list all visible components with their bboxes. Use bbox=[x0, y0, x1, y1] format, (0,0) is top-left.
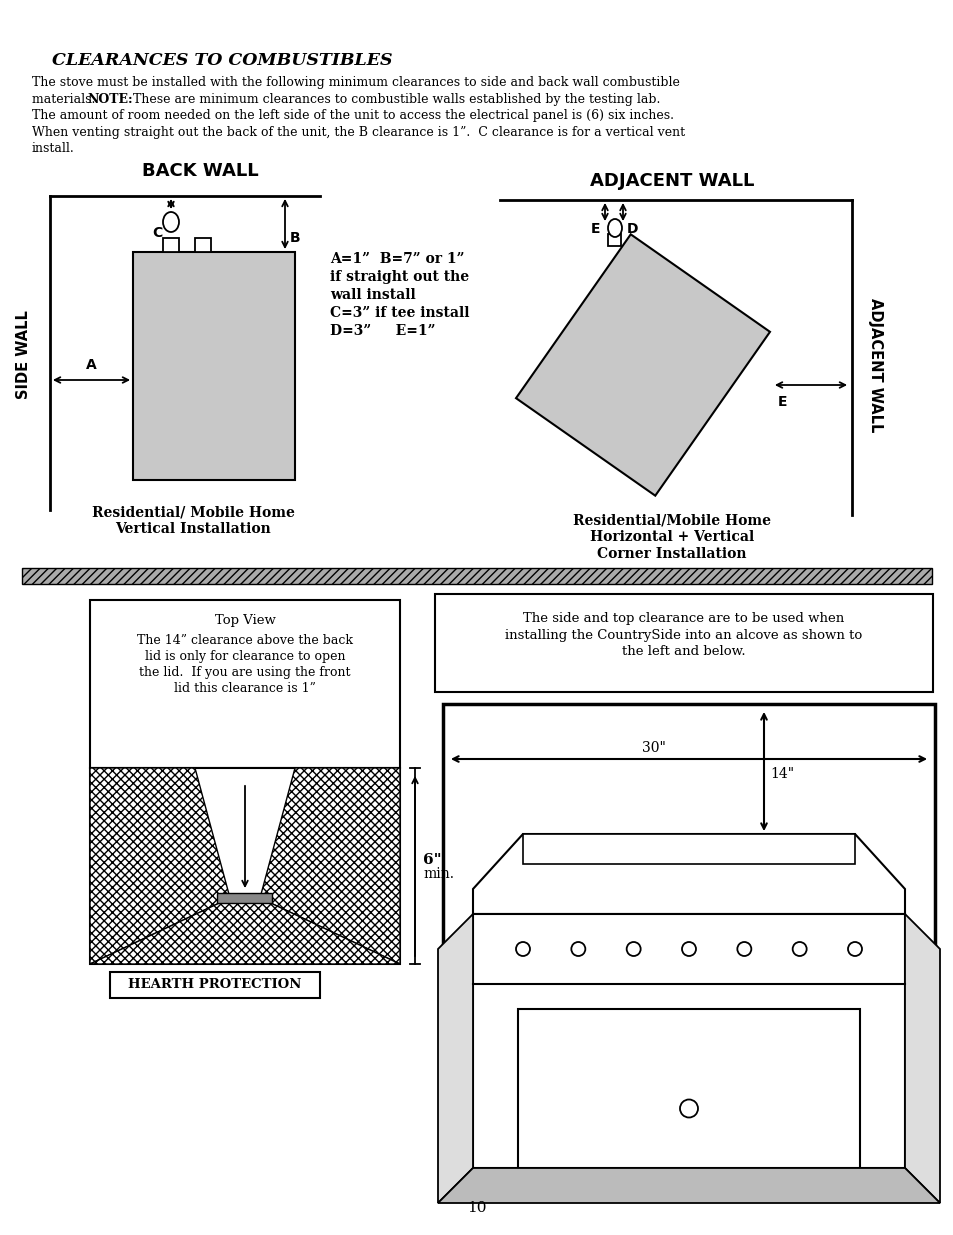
Bar bbox=[473, 914, 904, 1168]
Bar bbox=[522, 834, 854, 864]
Circle shape bbox=[516, 942, 530, 956]
Ellipse shape bbox=[607, 219, 621, 237]
Circle shape bbox=[679, 1099, 698, 1118]
Polygon shape bbox=[260, 768, 399, 965]
Text: Top View: Top View bbox=[214, 614, 275, 627]
Text: Vertical Installation: Vertical Installation bbox=[115, 522, 271, 536]
Text: Residential/ Mobile Home: Residential/ Mobile Home bbox=[91, 505, 294, 519]
Text: ADJACENT WALL: ADJACENT WALL bbox=[589, 172, 754, 190]
Text: ADJACENT WALL: ADJACENT WALL bbox=[867, 298, 882, 432]
Text: A: A bbox=[86, 358, 97, 372]
Text: E: E bbox=[590, 222, 599, 236]
Circle shape bbox=[792, 942, 806, 956]
Bar bbox=[194, 238, 211, 252]
Bar bbox=[132, 252, 294, 480]
Text: 10: 10 bbox=[467, 1200, 486, 1215]
Bar bbox=[442, 704, 934, 1198]
Bar bbox=[607, 233, 620, 246]
Text: min.: min. bbox=[422, 867, 454, 881]
Circle shape bbox=[571, 942, 585, 956]
Text: lid this clearance is 1”: lid this clearance is 1” bbox=[173, 682, 315, 695]
Text: the lid.  If you are using the front: the lid. If you are using the front bbox=[139, 666, 351, 679]
Text: The amount of room needed on the left side of the unit to access the electrical : The amount of room needed on the left si… bbox=[32, 109, 673, 122]
Text: D=3”     E=1”: D=3” E=1” bbox=[330, 324, 435, 338]
Bar bbox=[90, 600, 399, 768]
Circle shape bbox=[681, 942, 696, 956]
Text: C: C bbox=[152, 226, 163, 240]
Text: These are minimum clearances to combustible walls established by the testing lab: These are minimum clearances to combusti… bbox=[125, 93, 659, 105]
Text: A=1”  B=7” or 1”: A=1” B=7” or 1” bbox=[330, 252, 464, 266]
Text: install.: install. bbox=[32, 142, 74, 156]
Ellipse shape bbox=[163, 212, 179, 232]
Text: D: D bbox=[626, 222, 638, 236]
Bar bbox=[90, 768, 399, 965]
Text: C=3” if tee install: C=3” if tee install bbox=[330, 306, 469, 320]
Text: E: E bbox=[777, 395, 786, 409]
Text: CLEARANCES TO COMBUSTIBLES: CLEARANCES TO COMBUSTIBLES bbox=[52, 52, 392, 69]
Text: installing the CountrySide into an alcove as shown to: installing the CountrySide into an alcov… bbox=[505, 629, 862, 641]
Text: 14": 14" bbox=[769, 767, 793, 781]
Text: B: B bbox=[290, 231, 300, 245]
Circle shape bbox=[847, 942, 862, 956]
Text: The stove must be installed with the following minimum clearances to side and ba: The stove must be installed with the fol… bbox=[32, 77, 679, 89]
Bar bbox=[435, 594, 932, 692]
Text: SIDE WALL: SIDE WALL bbox=[16, 310, 31, 399]
Text: BACK WALL: BACK WALL bbox=[142, 162, 258, 180]
Text: lid is only for clearance to open: lid is only for clearance to open bbox=[145, 650, 345, 663]
Text: The 14” clearance above the back: The 14” clearance above the back bbox=[137, 634, 353, 647]
Text: HEARTH PROTECTION: HEARTH PROTECTION bbox=[128, 978, 301, 992]
Text: When venting straight out the back of the unit, the B clearance is 1”.  C cleara: When venting straight out the back of th… bbox=[32, 126, 684, 138]
Text: The side and top clearance are to be used when: The side and top clearance are to be use… bbox=[523, 613, 843, 625]
Polygon shape bbox=[516, 235, 769, 495]
Text: if straight out the: if straight out the bbox=[330, 270, 469, 284]
Circle shape bbox=[626, 942, 640, 956]
Polygon shape bbox=[904, 914, 939, 1203]
Polygon shape bbox=[437, 914, 473, 1203]
Circle shape bbox=[737, 942, 751, 956]
Text: Corner Installation: Corner Installation bbox=[597, 547, 746, 561]
Bar bbox=[217, 893, 273, 903]
Polygon shape bbox=[473, 834, 904, 914]
Bar bbox=[110, 972, 319, 998]
Bar bbox=[517, 1009, 859, 1168]
Text: materials.: materials. bbox=[32, 93, 103, 105]
Text: Residential/Mobile Home: Residential/Mobile Home bbox=[573, 513, 770, 527]
Text: NOTE:: NOTE: bbox=[87, 93, 132, 105]
Text: Horizontal + Vertical: Horizontal + Vertical bbox=[589, 530, 753, 543]
Text: 30": 30" bbox=[641, 741, 665, 755]
Polygon shape bbox=[437, 1168, 939, 1203]
Bar bbox=[163, 238, 179, 252]
Polygon shape bbox=[90, 898, 399, 965]
Text: the left and below.: the left and below. bbox=[621, 645, 745, 658]
Text: 6": 6" bbox=[422, 853, 441, 867]
Bar bbox=[22, 568, 931, 584]
Text: wall install: wall install bbox=[330, 288, 416, 303]
Polygon shape bbox=[90, 768, 230, 965]
